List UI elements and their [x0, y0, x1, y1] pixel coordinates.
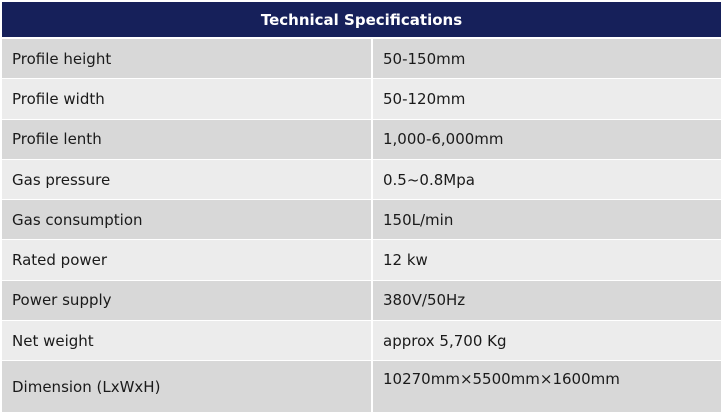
table-row: Gas consumption 150L/min: [2, 200, 721, 241]
table-row: Profile width 50-120mm: [2, 79, 721, 120]
spec-value: 10270mm×5500mm×1600mm: [383, 370, 620, 389]
spec-value: 0.5~0.8Mpa: [383, 170, 475, 189]
spec-value: 380V/50Hz: [383, 291, 466, 310]
table-row: Profile height 50-150mm: [2, 39, 721, 80]
table-row: Rated power 12 kw: [2, 240, 721, 281]
spec-value: 50-150mm: [383, 49, 466, 68]
spec-label: Profile lenth: [2, 119, 373, 159]
table-row: Dimension (LxWxH) 10270mm×5500mm×1600mm: [2, 361, 721, 413]
table-title: Technical Specifications: [2, 2, 721, 39]
spec-label: Rated power: [2, 240, 373, 280]
table-row: Power supply 380V/50Hz: [2, 280, 721, 322]
spec-value: 50-120mm: [383, 89, 466, 108]
spec-label: Profile height: [2, 39, 373, 79]
spec-value: 150L/min: [383, 210, 454, 229]
spec-label: Dimension (LxWxH): [2, 361, 373, 413]
spec-value: 12 kw: [383, 251, 428, 270]
spec-label: Net weight: [2, 321, 373, 361]
spec-value: 1,000-6,000mm: [383, 130, 504, 149]
spec-value: approx 5,700 Kg: [383, 331, 507, 350]
spec-label: Power supply: [2, 280, 373, 321]
spec-label: Gas pressure: [2, 159, 373, 200]
table-row: Net weight approx 5,700 Kg: [2, 321, 721, 362]
spec-label: Profile width: [2, 79, 373, 119]
spec-label: Gas consumption: [2, 200, 373, 240]
table-row: Profile lenth 1,000-6,000mm: [2, 119, 721, 160]
table-row: Gas pressure 0.5~0.8Mpa: [2, 159, 721, 201]
